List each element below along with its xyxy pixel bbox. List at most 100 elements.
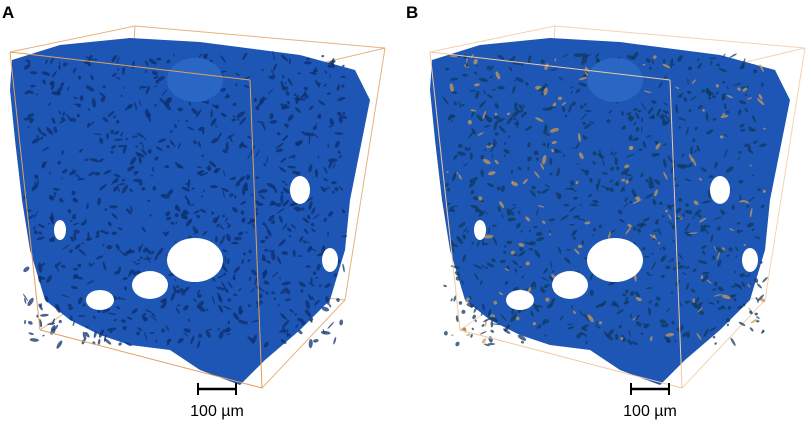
- pore-detail: [77, 177, 85, 181]
- pore-detail: [535, 117, 544, 122]
- pore-detail: [289, 309, 294, 313]
- pore-detail: [714, 281, 718, 287]
- pore-detail: [635, 321, 642, 327]
- pore-detail: [152, 166, 154, 173]
- pore-detail: [169, 140, 174, 145]
- pore-detail: [562, 154, 565, 158]
- pore-detail: [156, 247, 164, 256]
- pore-detail: [712, 288, 717, 291]
- pore-detail: [111, 181, 115, 185]
- pore-detail: [86, 203, 89, 209]
- pore-detail: [655, 142, 661, 150]
- pore-detail: [170, 129, 173, 134]
- pore-detail: [254, 208, 259, 212]
- pore-detail: [478, 196, 483, 201]
- pore-detail: [654, 302, 659, 307]
- pore-detail: [504, 244, 507, 248]
- pore-detail: [618, 209, 623, 215]
- pore-detail: [38, 231, 43, 235]
- pore-detail: [673, 266, 676, 271]
- pore-detail: [41, 262, 46, 267]
- pore-detail: [709, 327, 717, 332]
- pore-detail: [748, 126, 754, 132]
- pore-detail: [447, 187, 451, 192]
- pore-detail: [54, 263, 60, 273]
- pore-detail: [98, 92, 107, 98]
- box-edge: [669, 79, 683, 389]
- pore-detail: [187, 318, 191, 322]
- pore-detail: [469, 152, 473, 160]
- pore-detail: [525, 125, 533, 131]
- pore-detail: [306, 57, 310, 61]
- pore-detail: [263, 341, 269, 348]
- pore-detail: [753, 140, 758, 144]
- pore-detail: [559, 315, 564, 321]
- pore-detail: [114, 130, 119, 135]
- pore-detail: [691, 216, 696, 220]
- pore-detail: [641, 126, 643, 133]
- pore-detail: [233, 236, 242, 241]
- pore-detail: [478, 77, 488, 83]
- pore-detail: [696, 58, 700, 62]
- pore-detail: [264, 248, 268, 252]
- pore-detail: [577, 132, 581, 142]
- pore-detail: [756, 283, 763, 289]
- box-edge: [344, 47, 386, 301]
- pore-detail: [158, 75, 165, 82]
- pore-detail: [280, 191, 284, 195]
- pore-detail: [674, 339, 677, 343]
- pore-detail: [103, 334, 107, 342]
- pore-detail: [276, 132, 281, 136]
- pore-detail: [741, 281, 746, 288]
- pore-detail: [601, 172, 608, 175]
- pore-detail: [161, 89, 168, 97]
- pore-detail: [674, 207, 682, 214]
- pore-detail: [327, 231, 329, 237]
- box-edge: [429, 51, 671, 81]
- pore-detail: [479, 331, 487, 335]
- pore-detail: [567, 326, 575, 330]
- pore-detail: [660, 254, 667, 262]
- pore-detail: [462, 73, 468, 77]
- pore-detail: [68, 306, 74, 311]
- pore-detail: [272, 63, 278, 72]
- pore-detail: [579, 105, 584, 109]
- pore-detail: [532, 322, 536, 326]
- pore-detail: [647, 274, 653, 276]
- pore-detail: [227, 320, 230, 325]
- pore-detail: [702, 109, 705, 112]
- pore-detail: [680, 164, 691, 168]
- pore-detail: [255, 105, 260, 111]
- pore-detail: [313, 299, 320, 306]
- pore-detail: [232, 102, 237, 107]
- pore-detail: [482, 110, 487, 120]
- pore-detail: [110, 129, 114, 135]
- pore-detail: [320, 330, 331, 335]
- pore-detail: [550, 260, 553, 269]
- pore-detail: [245, 321, 248, 325]
- pore-detail: [516, 316, 520, 321]
- pore-detail: [231, 206, 238, 213]
- pore-detail: [247, 219, 254, 225]
- pore-detail: [762, 189, 766, 193]
- pore-detail: [191, 187, 195, 190]
- pore-detail: [624, 197, 628, 202]
- box-edge: [429, 25, 556, 53]
- pore-detail: [193, 140, 197, 145]
- pore-detail: [145, 85, 150, 95]
- pore-detail: [280, 194, 284, 205]
- pore-detail: [541, 188, 549, 194]
- pore-detail: [497, 206, 501, 213]
- pore-detail: [690, 288, 696, 293]
- pore-detail: [135, 145, 138, 148]
- pore-detail: [705, 87, 712, 97]
- pore-detail: [58, 197, 64, 203]
- pore-detail: [659, 247, 662, 251]
- pore-detail: [251, 222, 256, 229]
- pore-detail: [694, 209, 702, 216]
- pore-detail: [698, 302, 702, 311]
- pore-detail: [744, 93, 748, 96]
- pore-detail: [90, 262, 95, 267]
- pore-detail: [81, 242, 84, 245]
- pore-detail: [491, 258, 496, 263]
